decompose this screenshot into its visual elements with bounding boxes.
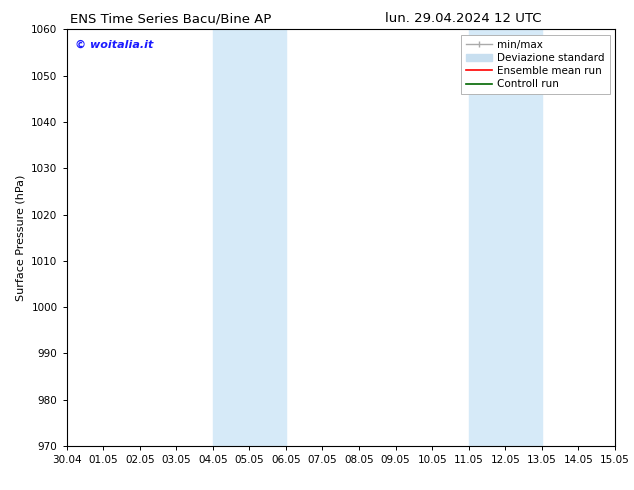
Text: lun. 29.04.2024 12 UTC: lun. 29.04.2024 12 UTC (385, 12, 541, 25)
Y-axis label: Surface Pressure (hPa): Surface Pressure (hPa) (16, 174, 26, 301)
Legend: min/max, Deviazione standard, Ensemble mean run, Controll run: min/max, Deviazione standard, Ensemble m… (461, 35, 610, 95)
Text: © woitalia.it: © woitalia.it (75, 40, 153, 50)
Text: ENS Time Series Bacu/Bine AP: ENS Time Series Bacu/Bine AP (70, 12, 272, 25)
Bar (249, 29, 286, 446)
Bar (469, 29, 505, 446)
Bar (505, 29, 542, 446)
Bar (213, 29, 249, 446)
